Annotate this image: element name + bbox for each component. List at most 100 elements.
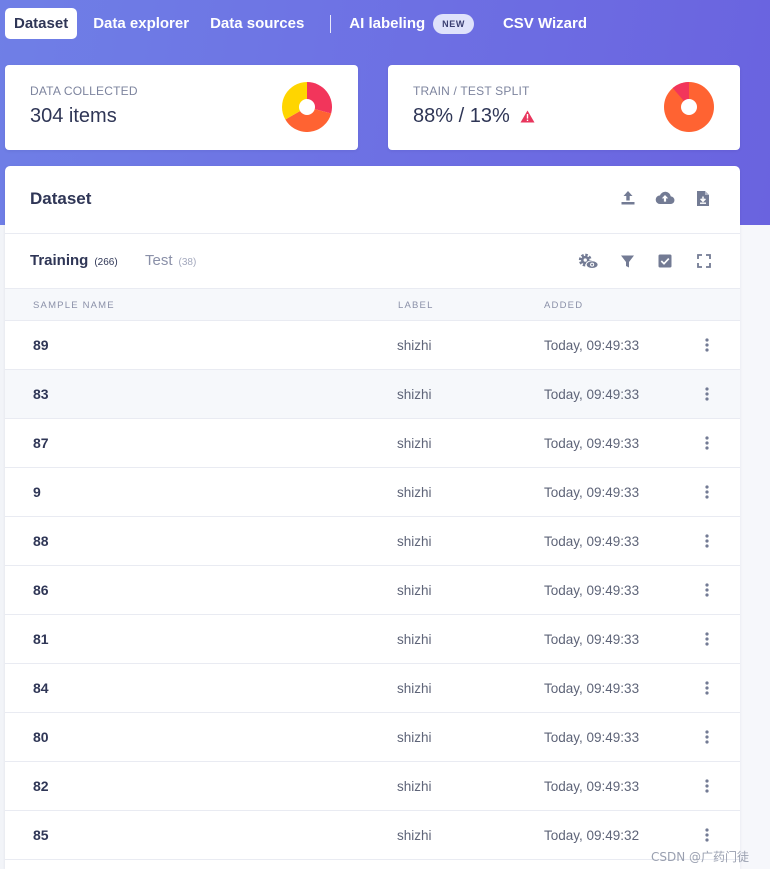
top-nav: Dataset Data explorer Data sources AI la… [5,8,596,39]
tab-test[interactable]: Test (38) [145,252,196,269]
dataset-panel-header: Dataset [5,166,740,234]
sample-name-cell[interactable]: 80 [33,729,49,745]
sample-name-cell[interactable]: 86 [33,582,49,598]
label-cell: shizhi [397,583,432,598]
train-test-split-text: 88% / 13% [413,105,510,127]
table-row[interactable]: 82 shizhi Today, 09:49:33 [5,762,740,811]
added-cell: Today, 09:49:33 [544,534,640,549]
nav-tab-ai-labeling-label: AI labeling [349,15,426,32]
train-test-split-value: 88% / 13% [413,105,535,128]
added-cell: Today, 09:49:33 [544,779,640,794]
added-cell: Today, 09:49:33 [544,436,640,451]
table-row[interactable]: 88 shizhi Today, 09:49:33 [5,517,740,566]
table-row[interactable]: 84 shizhi Today, 09:49:33 [5,664,740,713]
settings-view-icon[interactable] [577,250,599,272]
more-vertical-icon[interactable] [699,825,715,845]
nav-tab-data-sources[interactable]: Data sources [210,15,305,32]
select-checkbox-icon[interactable] [654,250,676,272]
table-row[interactable]: 9 shizhi Today, 09:49:33 [5,468,740,517]
side-area [740,225,770,869]
sample-name-cell[interactable]: 88 [33,533,49,549]
table-row[interactable]: 81 shizhi Today, 09:49:33 [5,615,740,664]
watermark: CSDN @广药门徒 [651,850,750,864]
added-cell: Today, 09:49:33 [544,485,640,500]
more-vertical-icon[interactable] [699,776,715,796]
file-download-icon[interactable] [692,187,714,209]
more-vertical-icon[interactable] [699,531,715,551]
label-cell: shizhi [397,436,432,451]
filter-icon[interactable] [616,250,638,272]
data-collected-card: DATA COLLECTED 304 items [5,65,358,150]
more-vertical-icon[interactable] [699,678,715,698]
tab-test-count: (38) [178,257,197,268]
sample-name-cell[interactable]: 81 [33,631,49,647]
label-cell: shizhi [397,779,432,794]
label-cell: shizhi [397,534,432,549]
label-cell: shizhi [397,730,432,745]
nav-separator [330,14,332,33]
sample-name-cell[interactable]: 9 [33,484,41,500]
cloud-upload-icon[interactable] [654,187,676,209]
table-row[interactable]: 87 shizhi Today, 09:49:33 [5,419,740,468]
more-vertical-icon[interactable] [699,384,715,404]
more-vertical-icon[interactable] [699,580,715,600]
more-vertical-icon[interactable] [699,433,715,453]
fullscreen-icon[interactable] [693,250,715,272]
sample-name-cell[interactable]: 82 [33,778,49,794]
label-cell: shizhi [397,338,432,353]
sample-name-cell[interactable]: 87 [33,435,49,451]
table-row[interactable]: 89 shizhi Today, 09:49:33 [5,321,740,370]
nav-tab-data-explorer[interactable]: Data explorer [93,15,190,32]
train-test-split-label: TRAIN / TEST SPLIT [413,84,530,98]
upload-icon[interactable] [617,187,639,209]
dataset-panel: Dataset Training (266) [5,166,740,869]
added-cell: Today, 09:49:33 [544,681,640,696]
more-vertical-icon[interactable] [699,629,715,649]
new-badge: NEW [433,13,474,34]
column-header-added[interactable]: ADDED [544,300,584,311]
added-cell: Today, 09:49:33 [544,632,640,647]
pie-slice-orange [285,107,332,132]
sample-name-cell[interactable]: 89 [33,337,49,353]
label-cell: shizhi [397,681,432,696]
added-cell: Today, 09:49:33 [544,583,640,598]
sample-name-cell[interactable]: 83 [33,386,49,402]
added-cell: Today, 09:49:33 [544,387,640,402]
tab-test-label: Test [145,252,173,269]
nav-tab-dataset[interactable]: Dataset [5,8,78,39]
column-header-sample-name[interactable]: SAMPLE NAME [33,300,115,311]
more-vertical-icon[interactable] [699,335,715,355]
added-cell: Today, 09:49:33 [544,338,640,353]
label-cell: shizhi [397,485,432,500]
train-test-split-card: TRAIN / TEST SPLIT 88% / 13% [388,65,740,150]
table-body: 89 shizhi Today, 09:49:33 83 shizhi Today, 09… [5,321,740,860]
tab-training-label: Training [30,252,89,269]
table-row[interactable]: 83 shizhi Today, 09:49:33 [5,370,740,419]
added-cell: Today, 09:49:33 [544,730,640,745]
sample-name-cell[interactable]: 84 [33,680,49,696]
data-collected-label: DATA COLLECTED [30,84,138,98]
data-collected-count: 304 items [30,105,117,127]
table-row[interactable]: 80 shizhi Today, 09:49:33 [5,713,740,762]
table-row[interactable]: 86 shizhi Today, 09:49:33 [5,566,740,615]
label-cell: shizhi [397,828,432,843]
more-vertical-icon[interactable] [699,727,715,747]
more-vertical-icon[interactable] [699,482,715,502]
column-header-label[interactable]: LABEL [398,300,434,311]
nav-tab-ai-labeling[interactable]: AI labeling NEW [347,8,483,39]
sample-name-cell[interactable]: 85 [33,827,49,843]
table-header: SAMPLE NAME LABEL ADDED [5,289,740,321]
dataset-panel-title: Dataset [30,189,92,208]
dataset-subtabs: Training (266) Test (38) [5,234,740,289]
added-cell: Today, 09:49:32 [544,828,640,843]
warning-triangle-icon [520,110,535,123]
nav-tab-csv-wizard[interactable]: CSV Wizard [502,15,587,32]
data-collected-value: 304 items [30,105,117,128]
tab-training-count: (266) [94,257,118,268]
data-collected-pie-chart [282,82,332,132]
tab-training[interactable]: Training (266) [30,252,118,269]
label-cell: shizhi [397,387,432,402]
label-cell: shizhi [397,632,432,647]
table-row[interactable]: 85 shizhi Today, 09:49:32 [5,811,740,860]
train-test-split-pie-chart [664,82,714,132]
